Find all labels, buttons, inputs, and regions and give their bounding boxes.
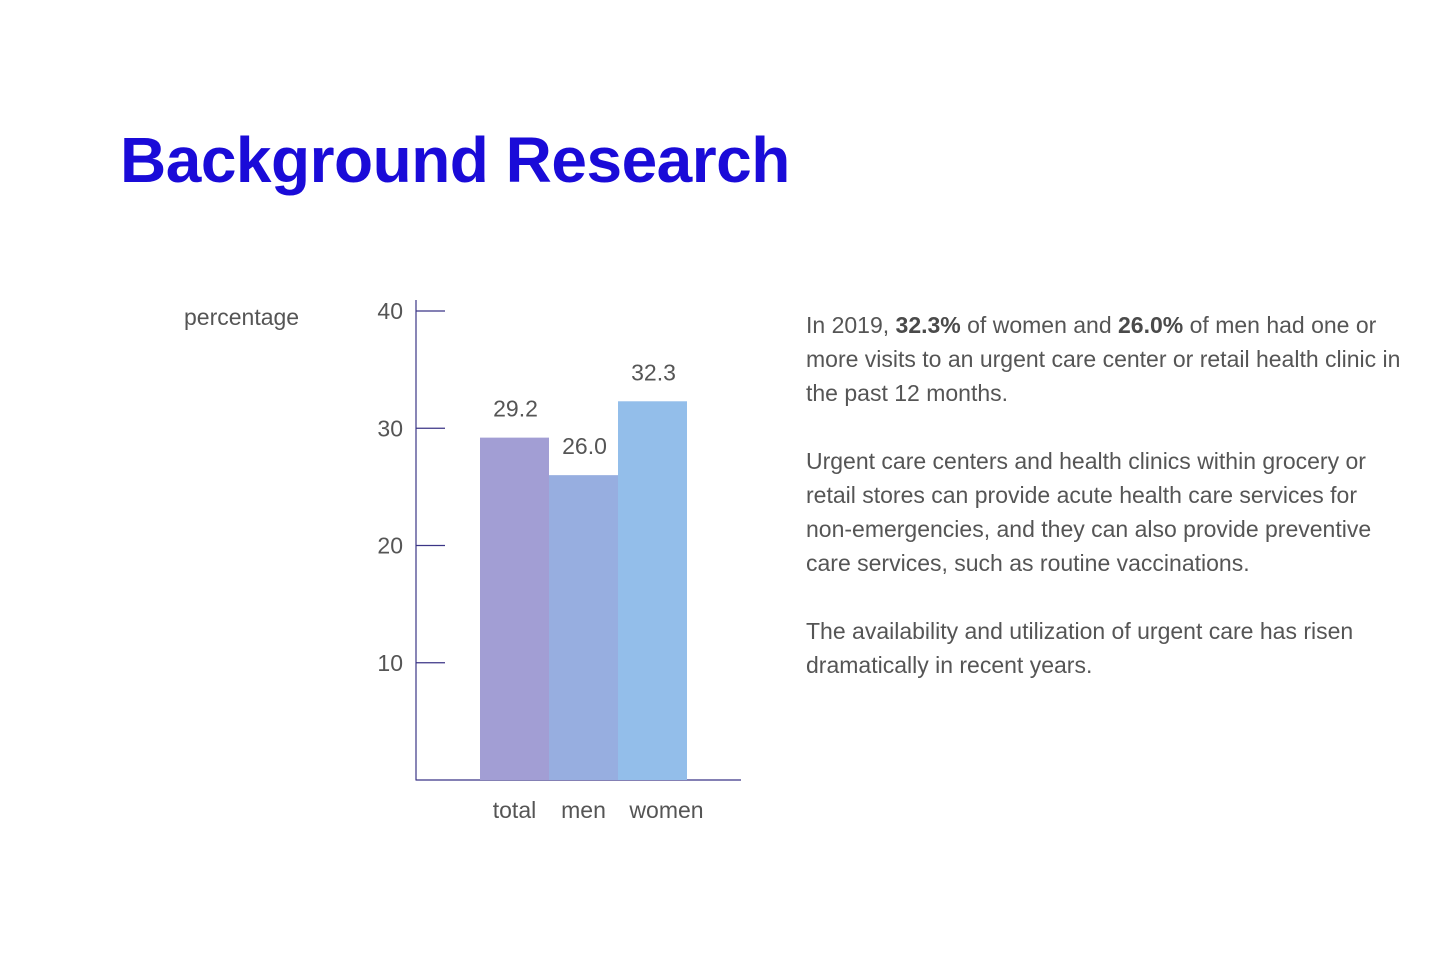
description-panel: In 2019, 32.3% of women and 26.0% of men…	[806, 308, 1406, 716]
y-axis-label: percentage	[184, 304, 299, 330]
y-tick-label-30: 30	[377, 415, 403, 441]
stats-end: of men had one or more visits to an urge…	[806, 312, 1401, 406]
paragraph-stats: In 2019, 32.3% of women and 26.0% of men…	[806, 308, 1406, 410]
stats-intro: In 2019,	[806, 312, 896, 338]
value-label-women: 32.3	[631, 359, 676, 385]
category-label-total: total	[493, 797, 536, 823]
page-title: Background Research	[120, 124, 790, 196]
bar-total	[480, 437, 549, 780]
women-percentage: 32.3%	[895, 312, 961, 338]
bar-men	[549, 475, 618, 780]
paragraph-trend: The availability and utilization of urge…	[806, 618, 1354, 678]
category-label-women: women	[628, 797, 703, 823]
bar-chart: 10 20 30 40 percentage 29.2 total 26.0 men 32.3 wo…	[184, 298, 741, 823]
value-label-men: 26.0	[562, 433, 607, 459]
y-tick-label-20: 20	[377, 533, 403, 559]
paragraph-services: Urgent care centers and health clinics w…	[806, 448, 1372, 576]
bar-women	[618, 401, 687, 780]
stats-mid: of women and	[960, 312, 1119, 338]
y-tick-label-40: 40	[377, 298, 403, 324]
value-label-total: 29.2	[493, 396, 538, 422]
men-percentage: 26.0%	[1118, 312, 1184, 338]
y-tick-label-10: 10	[377, 650, 403, 676]
category-label-men: men	[561, 797, 606, 823]
bar-chart-svg: 10 20 30 40 percentage 29.2 total 26.0 men 32.3 wo…	[184, 298, 741, 823]
